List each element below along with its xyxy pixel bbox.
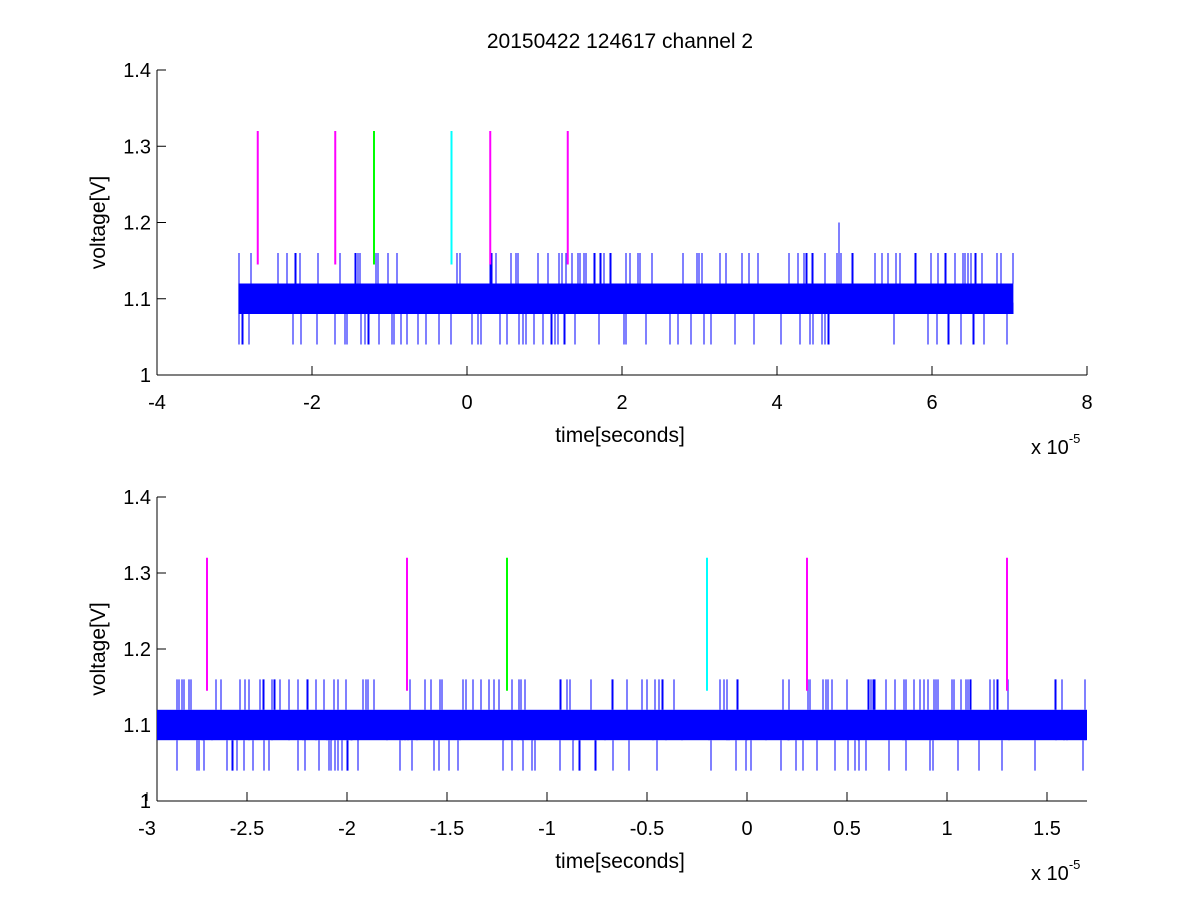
y-tick-label: 1.2 — [123, 213, 151, 235]
signal-trace — [238, 222, 1014, 345]
y-tick-label: 1.1 — [123, 289, 151, 311]
signal-spikes — [238, 253, 1014, 345]
x-axis-multiplier-exponent: -5 — [1069, 431, 1081, 446]
x-tick-label: -1.5 — [430, 818, 464, 840]
chart-title: 20150422 124617 channel 2 — [487, 30, 753, 53]
y-tick-label: 1.3 — [123, 136, 151, 158]
y-tick-label: 1.4 — [123, 60, 151, 82]
signal-band — [238, 283, 1014, 314]
x-tick-label: -2 — [303, 392, 321, 414]
bottom-subplot: 1 1.1 1.2 1.3 1.4 -3 -2.5 -2 -1.5 -1 -0.5 0 0.5 1 1.5 t… — [87, 487, 1087, 885]
signal-trace — [157, 679, 1087, 771]
x-tick-label: -2.5 — [230, 818, 264, 840]
x-tick-label: 0 — [741, 818, 752, 840]
x-axis-multiplier-base: x 10 — [1031, 863, 1069, 885]
y-tick-label: 1.2 — [123, 639, 151, 661]
x-tick-label: 4 — [771, 392, 782, 414]
signal-spikes — [176, 679, 1086, 771]
y-tick-label: 1 — [140, 791, 151, 813]
signal-band — [157, 709, 1087, 741]
x-tick-label: 2 — [616, 392, 627, 414]
y-tick-label: 1.3 — [123, 563, 151, 585]
x-tick-label: 1.5 — [1033, 818, 1061, 840]
y-tick-label: 1 — [140, 365, 151, 387]
y-axis-label: voltage[V] — [87, 176, 110, 269]
x-tick-label: 0 — [461, 392, 472, 414]
x-tick-label: -1 — [538, 818, 556, 840]
top-subplot: 1 1.1 1.2 1.3 1.4 -4 -2 0 2 4 6 8 time[seconds] volta… — [87, 60, 1093, 459]
x-axis-multiplier: x 10-5 — [1031, 431, 1080, 459]
x-tick-label: -3 — [138, 818, 156, 840]
x-axis-multiplier-base: x 10 — [1031, 437, 1069, 459]
y-axis-label: voltage[V] — [87, 602, 110, 695]
x-tick-label: -4 — [148, 392, 166, 414]
x-axis-multiplier-exponent: -5 — [1069, 857, 1081, 872]
x-axis-multiplier: x 10-5 — [1031, 857, 1080, 885]
x-tick-label: 0.5 — [833, 818, 861, 840]
y-tick-label: 1.1 — [123, 715, 151, 737]
x-tick-label: -2 — [338, 818, 356, 840]
x-tick-label: 6 — [926, 392, 937, 414]
x-axis-label: time[seconds] — [555, 424, 685, 447]
x-axis-label: time[seconds] — [555, 850, 685, 873]
x-tick-label: -0.5 — [630, 818, 664, 840]
y-tick-label: 1.4 — [123, 487, 151, 509]
x-tick-label: 8 — [1081, 392, 1092, 414]
x-tick-label: 1 — [941, 818, 952, 840]
